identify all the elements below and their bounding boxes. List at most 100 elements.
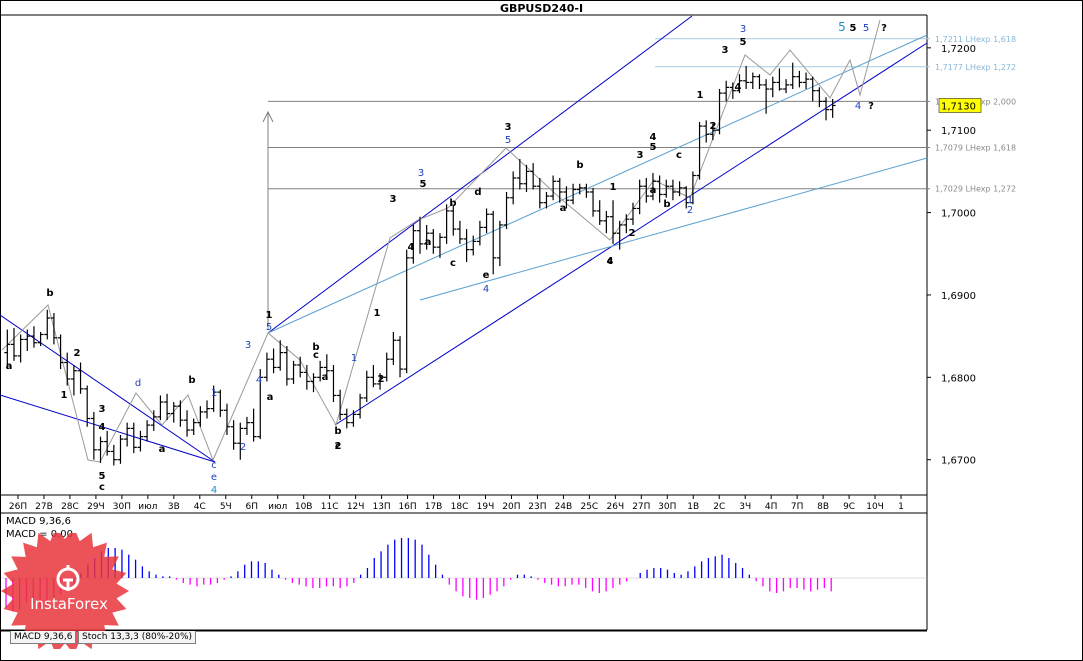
channel-left-lower [0,394,216,463]
wave-label: c [99,482,105,493]
wave-label: 2 [687,205,693,216]
price-tick-label: 1,6700 [941,456,976,467]
ohlc-bar [623,214,630,234]
time-tick-label: 1В [687,502,699,512]
wave-label: ? [868,101,874,112]
wave-label: 2 [240,442,246,453]
ohlc-bar [410,224,417,264]
ohlc-bar [50,313,57,345]
wave-label: 2 [335,441,342,452]
wave-label: c [211,460,217,471]
time-tick-label: 24В [555,502,573,512]
wave-label: 1 [610,182,617,193]
time-tick-label: 5Ч [220,502,232,512]
ohlc-bar [210,385,217,412]
price-tick-label: 1,6900 [941,291,976,302]
chart-title: GBPUSD240-I [499,2,584,15]
price-tick-label: 1,7000 [941,209,976,220]
wave-label: 3 [245,340,251,351]
price-tick-label: 1,7100 [941,126,976,137]
wave-label: b [576,160,583,171]
ohlc-bar [157,395,164,421]
ohlc-bar [197,406,204,427]
ohlc-bar [536,177,543,209]
wave-label: ? [881,23,887,34]
ohlc-bar [709,123,716,141]
ohlc-bar [663,179,670,198]
wave-label: 5 [266,322,272,333]
wave-label: d [135,378,141,389]
ohlc-bar [137,430,144,452]
ohlc-bar [204,400,211,419]
ohlc-bar [470,235,477,256]
ohlc-bar [796,70,803,88]
ohlc-bar [463,229,470,263]
wave-label: 1 [211,388,217,399]
logo-badge [1,527,129,655]
time-tick-label: 20П [502,502,520,512]
ohlc-bar [4,329,11,370]
trendline-lower [419,157,928,301]
ohlc-bar [303,364,310,390]
ohlc-bar [590,187,597,217]
tab-macd[interactable]: MACD 9,36,6 [10,631,77,644]
ohlc-bar [184,410,191,437]
wave-label: 5 [740,37,747,48]
ohlc-bar [310,373,317,393]
time-tick-label: 27П [632,502,650,512]
ohlc-bar [164,393,171,421]
wave-label: a [159,444,166,455]
time-tick-label: 12Ч [347,502,365,512]
wave-label: 4 [99,422,106,433]
logo-text: InstaForex [30,595,108,613]
ohlc-bar [144,420,151,442]
channel-left-upper [0,314,216,463]
ohlc-bar [243,416,250,435]
ohlc-bar [90,411,97,460]
ohlc-bar [377,373,384,390]
ohlc-bar [223,403,230,435]
wave-label: 3 [722,45,729,56]
ohlc-bar [337,389,344,421]
ohlc-bar [829,98,836,118]
ohlc-bar [190,418,197,435]
ohlc-bar [217,389,224,417]
ohlc-bar [576,183,583,195]
ohlc-bar [283,346,290,386]
ohlc-bar [270,348,277,374]
wave-zigzag [1,19,881,463]
ohlc-bar [596,200,603,225]
ohlc-bar [403,249,410,374]
ohlc-bar [297,356,304,378]
ohlc-bar [170,402,177,423]
ohlc-bar [84,385,91,427]
fib-level-label: 1,7211 LHexp 1,618 [935,35,1016,44]
ohlc-bar [397,336,404,378]
current-price-label: 1,7130 [941,101,976,112]
current-price-badge [938,98,982,113]
time-tick-label: 1 [898,502,904,512]
ohlc-bar [583,183,590,198]
ohlc-bar [656,175,663,203]
ohlc-bar [456,220,463,244]
wave-label: b [449,198,456,209]
wave-label: c [335,441,341,452]
ohlc-bar [490,210,497,275]
ohlc-bar [803,72,810,90]
wave-label: 5 [505,135,511,146]
tab-stoch[interactable]: Stoch 13,3,3 (80%-20%) [78,631,197,644]
ohlc-bar [37,332,44,347]
wave-label: 2 [378,374,385,385]
wave-label: a [6,361,13,372]
ohlc-bar [783,79,790,94]
wave-label: b [188,375,195,386]
ohlc-bar [237,422,244,460]
ohlc-bar [516,159,523,190]
ohlc-bar [816,87,823,108]
ohlc-bar [430,229,437,254]
ohlc-bar [543,191,550,209]
ohlc-bar [104,430,111,456]
ohlc-bar [250,408,257,442]
time-tick-label: 30П [658,502,676,512]
ohlc-bar [70,364,77,396]
